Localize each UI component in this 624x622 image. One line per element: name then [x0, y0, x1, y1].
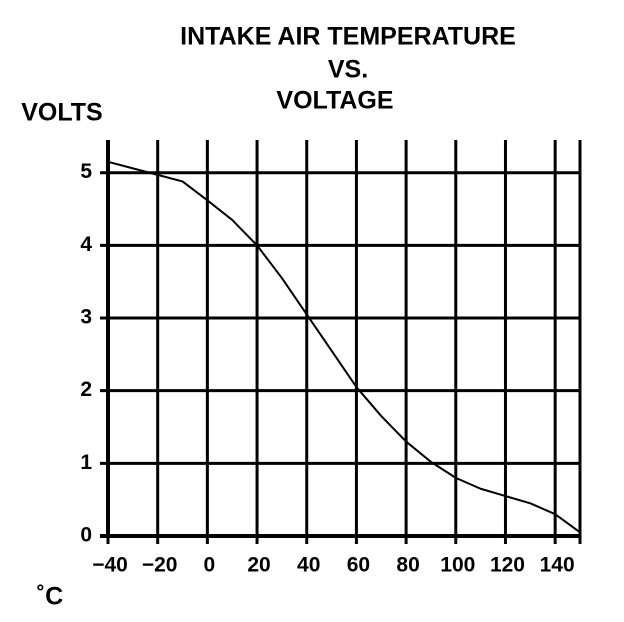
x-tick-label: −20 — [142, 554, 178, 577]
x-axis-label: ˚C — [37, 583, 63, 611]
x-tick-label: 40 — [297, 554, 320, 577]
y-tick-label: 4 — [80, 233, 92, 256]
y-tick-label: 2 — [80, 378, 92, 401]
y-tick-label: 1 — [80, 451, 92, 474]
y-tick-label: 3 — [80, 306, 92, 329]
chart-title: VS. — [328, 56, 368, 84]
x-tick-label: 120 — [490, 554, 525, 577]
x-tick-label: 0 — [204, 554, 216, 577]
y-tick-label: 5 — [80, 160, 92, 183]
y-tick-label: 0 — [80, 524, 92, 547]
x-tick-label: −40 — [92, 554, 128, 577]
x-tick-label: 140 — [540, 554, 575, 577]
chart-title: VOLTAGE — [276, 87, 393, 115]
x-tick-label: 20 — [247, 554, 270, 577]
x-tick-label: 80 — [396, 554, 419, 577]
y-axis-label: VOLTS — [21, 99, 102, 127]
data-line — [107, 160, 581, 534]
x-tick-label: 100 — [440, 554, 475, 577]
x-tick-label: 60 — [347, 554, 370, 577]
chart-title: INTAKE AIR TEMPERATURE — [180, 23, 516, 51]
